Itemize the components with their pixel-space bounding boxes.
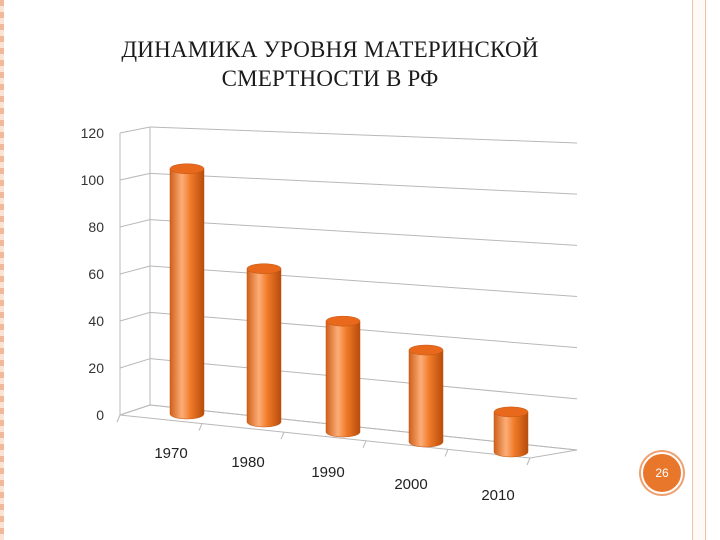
gridline-side-20 [119, 358, 151, 369]
x-tick-label: 1970 [154, 445, 187, 462]
bar-top [408, 344, 444, 356]
bar-1990 [325, 315, 361, 438]
gridline-side-80 [119, 219, 151, 228]
gridline-80 [149, 219, 578, 246]
bar-2000 [408, 344, 444, 448]
y-tick-label: 40 [88, 313, 104, 329]
chart-labels: 0 20 40 60 80 100 120 1970 1980 1990 2000 2010 [81, 125, 515, 504]
bar-top [246, 263, 282, 274]
x-tick-mark [526, 457, 531, 466]
bar-top [169, 163, 205, 174]
y-tick-label: 120 [81, 125, 105, 141]
chart-floor [119, 404, 578, 459]
slide-title: ДИНАМИКА УРОВНЯ МАТЕРИНСКОЙ СМЕРТНОСТИ В… [40, 35, 620, 93]
gridline-120 [149, 126, 578, 144]
bar-top [325, 315, 361, 327]
x-tick-mark [280, 432, 285, 440]
x-tick-label: 2010 [481, 487, 514, 504]
y-tick-label: 80 [88, 219, 104, 235]
x-tick-label: 2000 [394, 476, 427, 493]
gridline-side-60 [119, 265, 151, 275]
y-tick-label: 60 [88, 266, 104, 282]
slide-title-line-2: СМЕРТНОСТИ В РФ [221, 66, 439, 91]
bar-1980 [246, 263, 282, 428]
bar-body [325, 320, 361, 438]
bar-body [246, 268, 282, 428]
slide-border-right [692, 0, 706, 540]
chart-axes [116, 126, 578, 466]
gridline-60 [149, 265, 578, 297]
gridline-40 [149, 311, 578, 349]
gridline-side-40 [119, 311, 151, 322]
bar-2010 [493, 406, 529, 458]
x-tick-mark [362, 440, 367, 448]
bar-body [169, 168, 205, 420]
bar-1970 [169, 163, 205, 420]
x-tick-mark [444, 449, 449, 457]
slide-border-left [0, 0, 4, 540]
y-tick-label: 20 [88, 360, 104, 376]
x-tick-mark [198, 423, 203, 431]
gridline-side-120 [119, 126, 151, 134]
slide-title-line-1: ДИНАМИКА УРОВНЯ МАТЕРИНСКОЙ [121, 37, 539, 62]
gridline-side-100 [119, 172, 151, 181]
gridline-100 [149, 172, 578, 195]
bar-body [493, 411, 529, 458]
bar-body [408, 349, 444, 448]
x-tick-label: 1980 [231, 454, 264, 471]
x-tick-mark [116, 414, 121, 423]
x-tick-label: 1990 [311, 464, 344, 481]
y-tick-label: 100 [81, 172, 105, 188]
gridline-20 [149, 358, 578, 400]
chart-bars [169, 163, 529, 458]
page-number-badge: 26 [641, 452, 683, 494]
bar-top [493, 406, 529, 418]
y-tick-label: 0 [96, 407, 104, 423]
